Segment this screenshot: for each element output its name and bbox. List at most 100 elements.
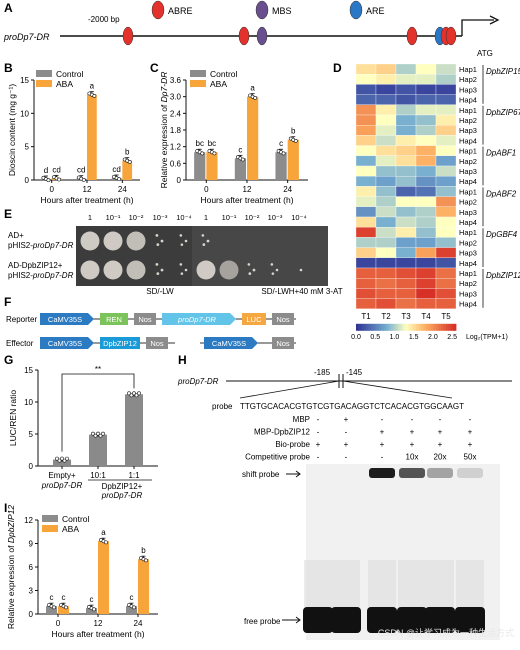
- data-point: [132, 391, 136, 396]
- dilution-label: 10⁻³: [153, 213, 168, 222]
- colorbar-tick: 2.5: [447, 334, 457, 341]
- heatmap-cell: [375, 104, 397, 116]
- tss-arrow: [461, 19, 494, 36]
- heatmap-cell: [355, 298, 377, 309]
- heatmap-cell: [435, 74, 457, 85]
- yeast-colony: [103, 231, 123, 251]
- heatmap-cell: [415, 247, 437, 258]
- yeast-colony: [206, 239, 210, 243]
- heatmap-cell: [355, 114, 377, 126]
- colorbar-segment: [453, 323, 457, 331]
- data-point: [281, 151, 286, 156]
- colorbar-segment: [418, 323, 422, 331]
- legend-swatch: [190, 80, 206, 87]
- y-axis-label: LUC/REN ratio: [8, 390, 18, 446]
- yeast-colony: [155, 234, 159, 237]
- hap-label: Hap2: [459, 116, 477, 125]
- heatmap-cell: [435, 247, 457, 258]
- gel-bands: [303, 468, 485, 633]
- column-label: T4: [421, 312, 431, 321]
- y-tick-label: 3.0: [170, 93, 182, 102]
- significance-letter: bc: [208, 139, 216, 148]
- dp7dr-promoter-label: proDp7-DR: [177, 315, 217, 324]
- heatmap-cell: [415, 155, 437, 167]
- hap-label: Hap3: [459, 289, 477, 298]
- dpbzip12-gene: [100, 337, 140, 349]
- mbs-marker: [256, 26, 268, 46]
- shift-probe-band: [457, 468, 483, 478]
- yeast-colony: [80, 231, 100, 251]
- data-point: [65, 456, 69, 461]
- data-point: [293, 139, 298, 143]
- shift-probe-band: [427, 468, 453, 478]
- ren-gene: [100, 313, 128, 325]
- dilution-label: 10⁻¹: [222, 213, 237, 222]
- panel-f: F Reporter Effector CaMV35S REN Nos proDp7-…: [4, 295, 296, 349]
- emsa-conditions: MBP - + - - - -MBP-DpbZIP12- - + + + +Bio-probe + + + +…: [245, 415, 476, 462]
- heatmap-cell: [435, 114, 457, 126]
- yeast-colony: [160, 239, 164, 243]
- bar: [87, 94, 97, 180]
- panel-g: G 0 5 10 15 10:1 1:1 ** LUC/REN ratio Empty+ pr…: [4, 353, 158, 500]
- data-point: [55, 456, 59, 461]
- bar: [206, 152, 218, 180]
- gene-label: DpGBF4: [486, 230, 518, 239]
- condition-mark: +: [380, 440, 385, 449]
- nos-terminator-label: Nos: [276, 339, 290, 348]
- hap-label: Hap1: [459, 106, 477, 115]
- lane-smear: [426, 560, 454, 610]
- heatmap-cell: [375, 114, 397, 126]
- y-tick-label: 15: [24, 366, 33, 375]
- dilution-label: 10⁻⁴: [291, 213, 307, 222]
- heatmap-cell: [355, 165, 377, 177]
- yeast-colony: [179, 263, 183, 266]
- gene-label: DpbZIP15: [486, 67, 520, 76]
- colorbar-segment: [398, 323, 402, 331]
- yeast-colony: [299, 268, 303, 272]
- group-line2: proDp7-DR: [101, 491, 143, 500]
- shift-label: shift probe: [242, 470, 280, 479]
- heatmap-cell: [415, 145, 437, 156]
- heatmap-cell: [435, 288, 457, 299]
- heatmap-cell: [355, 267, 377, 279]
- free-label: free probe: [244, 617, 281, 626]
- heatmap-cell: [435, 104, 457, 116]
- data-point: [96, 431, 100, 436]
- x-axis-label: Hours after treatment (h): [40, 195, 133, 205]
- hap-label: Hap4: [459, 259, 477, 268]
- condition-mark: +: [344, 440, 349, 449]
- heatmap-cell: [435, 216, 457, 228]
- significance-letter: a: [90, 82, 95, 91]
- bar: [98, 541, 110, 614]
- colorbar-segment: [358, 323, 362, 331]
- heatmap-cell: [395, 216, 417, 228]
- heatmap-cell: [375, 145, 397, 156]
- gene-label: DpABF2: [486, 189, 517, 198]
- bar: [234, 158, 247, 180]
- y-tick-label: 1.8: [170, 126, 182, 135]
- yeast-colony: [252, 268, 256, 272]
- heatmap-cell: [435, 237, 457, 248]
- blue-oval-icon: [349, 0, 363, 20]
- y-tick-label: 0: [177, 176, 182, 185]
- colorbar-segment: [408, 323, 412, 331]
- hap-label: Hap1: [459, 228, 477, 237]
- free-probe-band: [425, 607, 455, 633]
- condition-mark: -: [317, 453, 320, 462]
- gene-label: proDp7-DR: [3, 32, 50, 42]
- cat1-line2: proDp7-DR: [41, 481, 83, 490]
- legend-swatch: [42, 515, 58, 522]
- x-tick-label: 1:1: [128, 471, 140, 480]
- gene-label: DpABF1: [486, 149, 516, 158]
- y-tick-label: 10: [20, 109, 29, 118]
- significance-letter: c: [90, 595, 94, 604]
- dilution-label: 10⁻²: [245, 213, 260, 222]
- significance-letter: b: [141, 546, 146, 555]
- column-label: T5: [441, 312, 451, 321]
- heatmap-cell: [355, 145, 377, 156]
- yeast-colony: [160, 268, 164, 272]
- condition-mark: -: [439, 415, 442, 424]
- condition-label: MBP: [293, 415, 310, 424]
